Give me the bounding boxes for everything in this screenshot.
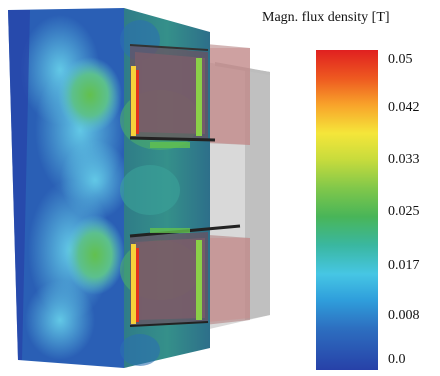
legend-title: Magn. flux density [T] — [262, 10, 390, 25]
colorbar-tick-label: 0.0 — [388, 352, 406, 367]
field-side-face — [8, 8, 130, 368]
lower-coil-window — [129, 224, 241, 327]
colorbar-tick-label: 0.05 — [388, 52, 413, 67]
colorbar — [316, 50, 378, 370]
upper-coil-window — [129, 44, 216, 148]
colorbar-tick-label: 0.017 — [388, 258, 420, 273]
colorbar-tick-label: 0.033 — [388, 152, 420, 167]
colorbar-tick-label: 0.042 — [388, 100, 420, 115]
colorbar-tick-label: 0.025 — [388, 204, 420, 219]
colorbar-tick-label: 0.008 — [388, 308, 420, 323]
